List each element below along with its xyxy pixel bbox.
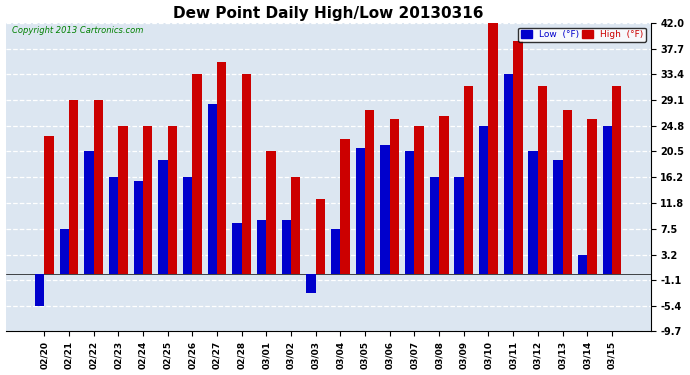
Bar: [266, 152, 276, 274]
Bar: [612, 86, 621, 274]
Bar: [44, 136, 54, 274]
Bar: [415, 126, 424, 274]
Bar: [439, 116, 449, 274]
Bar: [233, 223, 241, 274]
Bar: [316, 199, 325, 274]
Bar: [193, 74, 201, 274]
Bar: [282, 220, 291, 274]
Bar: [217, 62, 226, 274]
Bar: [455, 177, 464, 274]
Bar: [513, 41, 522, 274]
Bar: [587, 118, 597, 274]
Bar: [602, 126, 612, 274]
Bar: [380, 146, 390, 274]
Bar: [59, 229, 69, 274]
Bar: [504, 74, 513, 274]
Bar: [390, 118, 399, 274]
Bar: [183, 177, 193, 274]
Bar: [143, 126, 152, 274]
Bar: [529, 152, 538, 274]
Bar: [356, 148, 365, 274]
Text: Copyright 2013 Cartronics.com: Copyright 2013 Cartronics.com: [12, 26, 144, 35]
Title: Dew Point Daily High/Low 20130316: Dew Point Daily High/Low 20130316: [172, 6, 483, 21]
Bar: [94, 100, 103, 274]
Bar: [168, 126, 177, 274]
Bar: [430, 177, 439, 274]
Bar: [340, 140, 350, 274]
Bar: [241, 74, 251, 274]
Legend: Low  (°F), High  (°F): Low (°F), High (°F): [518, 28, 646, 42]
Bar: [109, 177, 118, 274]
Bar: [291, 177, 300, 274]
Bar: [479, 126, 489, 274]
Bar: [331, 229, 340, 274]
Bar: [538, 86, 547, 274]
Bar: [489, 17, 498, 274]
Bar: [257, 220, 266, 274]
Bar: [306, 274, 316, 293]
Bar: [158, 160, 168, 274]
Bar: [578, 255, 587, 274]
Bar: [69, 100, 78, 274]
Bar: [405, 152, 415, 274]
Bar: [84, 152, 94, 274]
Bar: [562, 110, 572, 274]
Bar: [35, 274, 44, 306]
Bar: [464, 86, 473, 274]
Bar: [365, 110, 375, 274]
Bar: [208, 104, 217, 274]
Bar: [118, 126, 128, 274]
Bar: [134, 181, 143, 274]
Bar: [553, 160, 562, 274]
